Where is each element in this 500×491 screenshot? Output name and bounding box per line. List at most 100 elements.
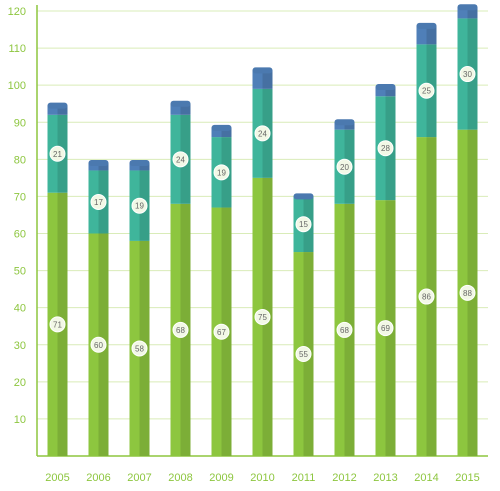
bar-segment	[47, 105, 68, 115]
data-label-circle	[336, 321, 353, 338]
bar-segment	[170, 103, 191, 115]
data-label-text: 24	[258, 129, 267, 138]
data-label-text: 58	[135, 344, 144, 353]
data-label: 30	[459, 66, 476, 83]
data-label-text: 28	[381, 144, 390, 153]
data-label-circle	[254, 308, 271, 325]
data-label: 75	[254, 308, 271, 325]
y-tick-label: 70	[14, 191, 26, 203]
bar-face-left	[170, 103, 181, 115]
y-tick-label: 40	[14, 303, 26, 315]
bar-face-left	[211, 127, 222, 138]
bar-face-right	[262, 70, 273, 89]
data-label-text: 68	[176, 326, 185, 335]
axes: 10 20 30 40 50 60 70 80 90 100 110 120 2005 2006 2007 2…	[8, 5, 488, 484]
data-label-circle	[418, 288, 435, 305]
y-tick-label: 50	[14, 266, 26, 278]
data-label-text: 55	[299, 350, 308, 359]
y-tick-label: 100	[8, 80, 26, 92]
x-tick-label: 2006	[86, 472, 110, 484]
y-tick-label: 60	[14, 229, 26, 241]
data-label-circle	[295, 346, 312, 363]
bar-face-left	[88, 163, 99, 171]
data-label-circle	[49, 316, 66, 333]
data-label-circle	[90, 336, 107, 353]
data-label: 17	[90, 193, 107, 210]
bar-cap	[211, 124, 232, 131]
data-label: 21	[49, 145, 66, 162]
x-tick-label: 2009	[209, 472, 233, 484]
bar-cap	[170, 100, 191, 107]
x-tick-label: 2015	[455, 472, 479, 484]
bar-face-right	[426, 25, 437, 45]
data-label-text: 20	[340, 163, 349, 172]
bar-cap	[457, 4, 478, 11]
bar-cap	[47, 102, 68, 109]
data-label-text: 68	[340, 326, 349, 335]
data-label-circle	[295, 216, 312, 233]
data-label-circle	[459, 284, 476, 301]
data-label-text: 19	[217, 168, 226, 177]
bar-face-right	[98, 163, 109, 171]
bar-face-right	[385, 87, 396, 97]
data-label-circle	[213, 164, 230, 181]
y-tick-label: 20	[14, 377, 26, 389]
bar-face-left	[375, 87, 386, 97]
data-label-text: 17	[94, 198, 103, 207]
data-label-circle	[418, 82, 435, 99]
bar-segment	[129, 163, 150, 171]
y-tick-label: 10	[14, 414, 26, 426]
bar-cap	[334, 119, 355, 126]
data-label-text: 19	[135, 202, 144, 211]
data-label: 86	[418, 288, 435, 305]
data-label: 28	[377, 140, 394, 157]
data-label-circle	[377, 140, 394, 157]
data-label-text: 15	[299, 220, 308, 229]
bar-face-right	[180, 103, 191, 115]
data-label: 69	[377, 320, 394, 337]
data-label-circle	[49, 145, 66, 162]
x-tick-label: 2013	[373, 472, 397, 484]
bar-segment	[375, 87, 396, 97]
bar-segment	[457, 7, 478, 19]
x-tick-label: 2005	[45, 472, 69, 484]
bar-cap	[416, 22, 437, 29]
bar-face-left	[334, 122, 345, 130]
x-tick-label: 2010	[250, 472, 274, 484]
x-tick-label: 2014	[414, 472, 438, 484]
bar-face-right	[344, 122, 355, 130]
bar-segment	[334, 122, 355, 130]
bar-face-right	[57, 105, 68, 115]
bar-face-right	[467, 7, 478, 19]
data-label-circle	[213, 323, 230, 340]
bar-segment	[211, 127, 232, 138]
x-tick-label: 2007	[127, 472, 151, 484]
bar-cap	[293, 193, 314, 200]
data-label-circle	[254, 125, 271, 142]
data-label-circle	[377, 320, 394, 337]
data-label: 55	[295, 346, 312, 363]
data-label-circle	[131, 340, 148, 357]
data-label-text: 21	[53, 150, 62, 159]
bar-face-left	[457, 7, 468, 19]
data-label: 67	[213, 323, 230, 340]
bar-segment	[252, 70, 273, 89]
data-label-text: 60	[94, 341, 103, 350]
data-label: 88	[459, 284, 476, 301]
x-tick-label: 2011	[292, 472, 316, 484]
bar-face-left	[129, 163, 140, 171]
bar-cap	[375, 84, 396, 91]
bar-face-left	[252, 70, 263, 89]
bar-segment	[416, 25, 437, 45]
bar-cap	[252, 67, 273, 74]
data-label: 24	[172, 151, 189, 168]
data-label-circle	[336, 158, 353, 175]
data-label-circle	[131, 197, 148, 214]
data-label: 24	[254, 125, 271, 142]
bar-segment	[88, 163, 109, 171]
x-tick-label: 2008	[168, 472, 192, 484]
data-label-text: 88	[463, 289, 472, 298]
data-label-text: 24	[176, 155, 185, 164]
